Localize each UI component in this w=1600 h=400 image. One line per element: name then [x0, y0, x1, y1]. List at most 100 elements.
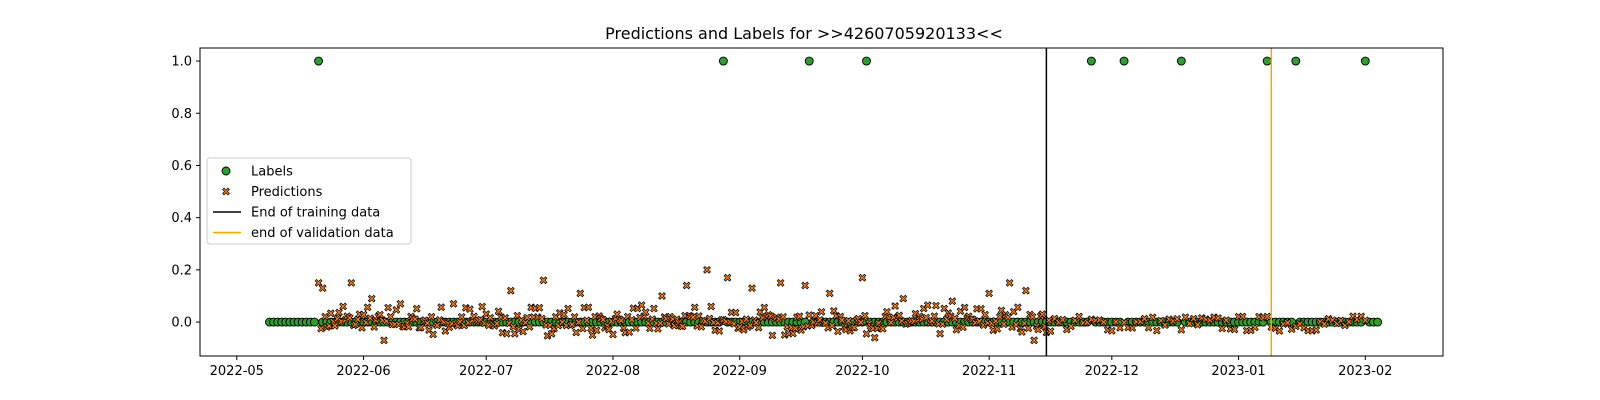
prediction-point — [801, 281, 809, 290]
prediction-point — [829, 307, 838, 315]
prediction-point — [345, 314, 354, 322]
prediction-point — [367, 294, 376, 303]
prediction-point — [314, 279, 323, 287]
prediction-point — [486, 313, 495, 322]
prediction-point — [568, 320, 576, 329]
prediction-point — [354, 315, 362, 324]
plot-frame — [199, 47, 1444, 357]
prediction-point — [856, 318, 865, 327]
prediction-point — [923, 301, 932, 310]
prediction-point — [748, 284, 756, 292]
prediction-point — [891, 302, 899, 310]
prediction-point — [899, 294, 908, 303]
prediction-point — [715, 327, 724, 335]
prediction-point — [690, 303, 699, 312]
prediction-point — [887, 318, 895, 327]
prediction-point — [335, 308, 343, 317]
legend-end-validation-label: end of validation data — [251, 226, 394, 241]
prediction-point — [1181, 313, 1190, 321]
prediction-point — [1013, 303, 1022, 312]
prediction-point — [977, 304, 985, 313]
prediction-point — [1005, 279, 1014, 287]
prediction-point — [564, 304, 572, 313]
prediction-point — [437, 303, 446, 312]
prediction-point — [396, 299, 405, 308]
prediction-point — [1275, 327, 1284, 335]
prediction-point — [363, 303, 372, 312]
prediction-point — [1024, 324, 1033, 333]
prediction-point — [862, 329, 871, 338]
prediction-point — [1022, 286, 1030, 295]
prediction-point — [1161, 321, 1169, 329]
prediction-point — [1238, 312, 1247, 321]
prediction-point — [404, 323, 413, 331]
prediction-point — [754, 323, 763, 332]
prediction-point — [599, 315, 608, 324]
label-point — [718, 56, 728, 66]
prediction-point — [703, 266, 711, 274]
prediction-point — [449, 299, 458, 308]
prediction-point — [637, 301, 646, 309]
prediction-point — [1075, 312, 1083, 321]
prediction-point — [678, 322, 687, 331]
prediction-point — [386, 312, 395, 321]
prediction-point — [582, 316, 591, 325]
prediction-point — [570, 313, 579, 321]
prediction-point — [817, 308, 826, 316]
x-tick-label: 2022-07 — [459, 364, 513, 379]
prediction-point — [1222, 316, 1231, 325]
prediction-point — [1058, 315, 1067, 324]
prediction-point — [1320, 320, 1329, 328]
legend-labels-label: Labels — [251, 165, 293, 180]
prediction-point — [870, 333, 879, 342]
prediction-point — [416, 323, 425, 332]
chart-title: Predictions and Labels for >>42607059201… — [605, 24, 1003, 43]
prediction-point — [844, 316, 853, 325]
prediction-point — [609, 330, 617, 339]
label-point — [1373, 317, 1383, 327]
prediction-point — [936, 329, 944, 338]
prediction-point — [1067, 322, 1075, 331]
label-point — [314, 56, 324, 66]
label-point — [1360, 56, 1370, 66]
prediction-point — [321, 312, 330, 321]
prediction-point — [572, 328, 581, 337]
prediction-point — [776, 279, 785, 287]
prediction-point — [433, 321, 442, 330]
prediction-point — [358, 324, 366, 332]
x-tick-label: 2023-02 — [1338, 364, 1392, 379]
prediction-point — [1189, 314, 1198, 323]
prediction-point — [981, 310, 989, 319]
prediction-point — [1140, 314, 1149, 323]
y-tick-label: 0.2 — [171, 263, 192, 278]
y-tick-label: 0.4 — [171, 211, 192, 226]
prediction-point — [326, 309, 335, 318]
prediction-point — [650, 304, 658, 313]
prediction-point — [427, 312, 436, 321]
prediction-point — [805, 311, 814, 319]
prediction-point — [883, 307, 891, 316]
prediction-point — [337, 317, 346, 326]
prediction-point — [1004, 313, 1012, 321]
prediction-point — [380, 336, 388, 345]
prediction-point — [539, 276, 548, 285]
prediction-point — [538, 314, 546, 323]
prediction-point — [543, 331, 552, 340]
prediction-point — [370, 323, 379, 331]
prediction-point — [768, 331, 777, 340]
prediction-point — [613, 310, 621, 319]
prediction-point — [576, 289, 585, 298]
prediction-point — [1152, 326, 1161, 335]
prediction-point — [423, 319, 432, 327]
prediction-point — [995, 313, 1004, 321]
prediction-point — [592, 326, 601, 335]
prediction-point — [392, 306, 401, 314]
prediction-point — [587, 324, 595, 333]
prediction-point — [1045, 316, 1053, 325]
legend: Labels Predictions End of training data end… — [206, 157, 412, 245]
prediction-point — [858, 273, 867, 282]
prediction-point — [1218, 324, 1227, 333]
prediction-point — [959, 323, 967, 332]
prediction-point — [775, 315, 783, 323]
